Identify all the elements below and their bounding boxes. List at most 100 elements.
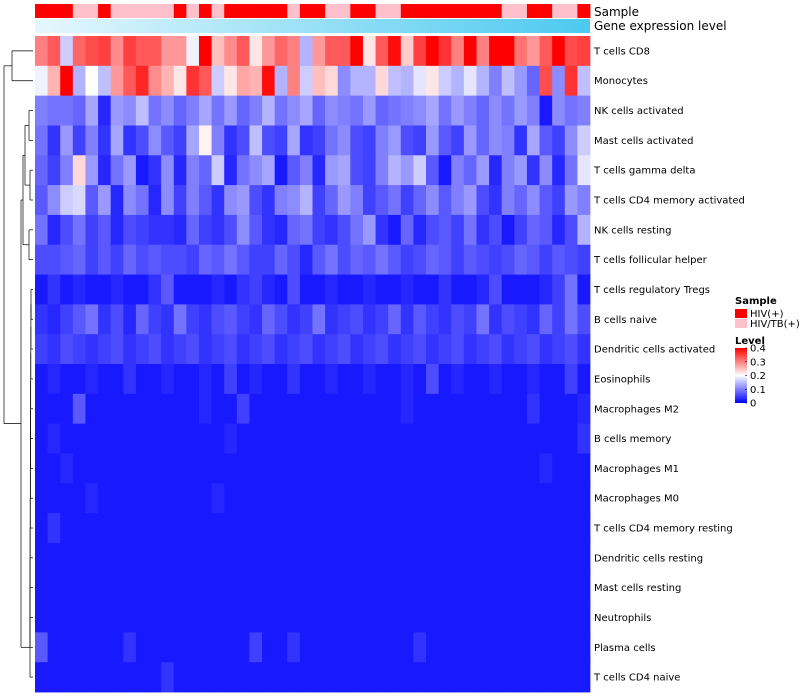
heatmap-cell bbox=[388, 662, 402, 693]
heatmap-cell bbox=[413, 453, 427, 484]
heatmap-cell bbox=[35, 65, 49, 97]
heatmap-cell bbox=[552, 632, 566, 663]
heatmap-cell bbox=[60, 95, 74, 126]
heatmap-cell bbox=[274, 393, 288, 425]
heatmap-cell bbox=[135, 244, 149, 275]
heatmap-cell bbox=[274, 572, 288, 603]
heatmap-cell bbox=[224, 662, 238, 693]
heatmap-cell bbox=[173, 274, 187, 305]
heatmap-cell bbox=[501, 36, 515, 67]
heatmap-cell bbox=[173, 185, 187, 216]
heatmap-cell bbox=[60, 244, 74, 275]
heatmap-cell bbox=[47, 214, 61, 246]
heatmap-cell bbox=[287, 274, 301, 305]
heatmap-cell bbox=[85, 423, 99, 454]
heatmap-cell bbox=[224, 65, 238, 97]
heatmap-cell bbox=[35, 274, 49, 305]
heatmap-cell bbox=[224, 244, 238, 275]
heatmap-cell bbox=[274, 155, 288, 186]
heatmap-cell bbox=[438, 334, 452, 365]
heatmap-cell bbox=[337, 632, 351, 663]
heatmap-cell bbox=[98, 602, 112, 633]
heatmap-cell bbox=[186, 274, 200, 305]
heatmap-cell bbox=[224, 304, 238, 335]
heatmap-cell bbox=[514, 244, 528, 275]
heatmap-cell bbox=[161, 602, 175, 633]
heatmap-cell bbox=[249, 334, 263, 365]
heatmap-cell bbox=[35, 513, 49, 544]
heatmap-cell bbox=[274, 125, 288, 156]
heatmap-cell bbox=[60, 274, 74, 305]
sample-annotation-cell bbox=[262, 4, 276, 18]
heatmap-cell bbox=[211, 632, 225, 663]
heatmap-cell bbox=[211, 542, 225, 574]
heatmap-cell bbox=[362, 423, 376, 454]
heatmap-cell bbox=[577, 304, 591, 335]
heatmap-cell bbox=[312, 364, 326, 395]
heatmap-cell bbox=[173, 632, 187, 663]
heatmap-cell bbox=[47, 364, 61, 395]
heatmap-cell bbox=[312, 602, 326, 633]
heatmap-cell bbox=[60, 65, 74, 97]
heatmap-cell bbox=[476, 423, 490, 454]
heatmap-cell bbox=[337, 423, 351, 454]
heatmap-cell bbox=[463, 185, 477, 216]
heatmap-cell bbox=[350, 334, 364, 365]
heatmap-cell bbox=[350, 602, 364, 633]
heatmap-cell bbox=[489, 393, 503, 425]
heatmap-cell bbox=[413, 513, 427, 544]
heatmap-cell bbox=[98, 423, 112, 454]
heatmap-cell bbox=[211, 304, 225, 335]
level-color-bar bbox=[735, 348, 747, 403]
heatmap-cell bbox=[98, 662, 112, 693]
heatmap-cell bbox=[564, 483, 578, 514]
heatmap-cell bbox=[312, 65, 326, 97]
heatmap-cell bbox=[236, 453, 250, 484]
heatmap-cell bbox=[148, 572, 162, 603]
heatmap-cell bbox=[35, 453, 49, 484]
heatmap-cell bbox=[173, 125, 187, 156]
heatmap-cell bbox=[489, 304, 503, 335]
heatmap-cell bbox=[72, 214, 86, 246]
heatmap-cell bbox=[451, 453, 465, 484]
heatmap-cell bbox=[211, 244, 225, 275]
heatmap-cell bbox=[451, 542, 465, 574]
heatmap-cell bbox=[287, 244, 301, 275]
heatmap-cell bbox=[350, 393, 364, 425]
heatmap-cell bbox=[489, 453, 503, 484]
heatmap-cell bbox=[400, 393, 414, 425]
heatmap-cell bbox=[375, 632, 389, 663]
heatmap-cell bbox=[35, 214, 49, 246]
heatmap-cell bbox=[186, 244, 200, 275]
heatmap-cell bbox=[249, 155, 263, 186]
heatmap-cell bbox=[552, 125, 566, 156]
heatmap-cell bbox=[552, 36, 566, 67]
heatmap-cell bbox=[552, 572, 566, 603]
heatmap-cell bbox=[123, 155, 137, 186]
heatmap-cell bbox=[463, 364, 477, 395]
heatmap-cell bbox=[72, 364, 86, 395]
heatmap-cell bbox=[526, 393, 540, 425]
heatmap-cell bbox=[564, 513, 578, 544]
sample-legend-swatch bbox=[735, 319, 747, 328]
heatmap-cell bbox=[299, 155, 313, 186]
heatmap-cell bbox=[476, 274, 490, 305]
heatmap-cell bbox=[224, 483, 238, 514]
heatmap-cell bbox=[135, 453, 149, 484]
heatmap-cell bbox=[312, 513, 326, 544]
heatmap-cell bbox=[211, 602, 225, 633]
heatmap-cell bbox=[287, 334, 301, 365]
heatmap-cell bbox=[463, 662, 477, 693]
heatmap-cell bbox=[577, 572, 591, 603]
heatmap-cell bbox=[35, 334, 49, 365]
heatmap-cell bbox=[186, 662, 200, 693]
heatmap-cell bbox=[110, 662, 124, 693]
heatmap-cell bbox=[577, 423, 591, 454]
heatmap-cell bbox=[186, 602, 200, 633]
heatmap-cell bbox=[47, 483, 61, 514]
heatmap-cell bbox=[236, 393, 250, 425]
heatmap-cell bbox=[274, 36, 288, 67]
sample-annotation-cell bbox=[577, 4, 591, 18]
heatmap-cell bbox=[325, 572, 339, 603]
heatmap-cell bbox=[564, 602, 578, 633]
